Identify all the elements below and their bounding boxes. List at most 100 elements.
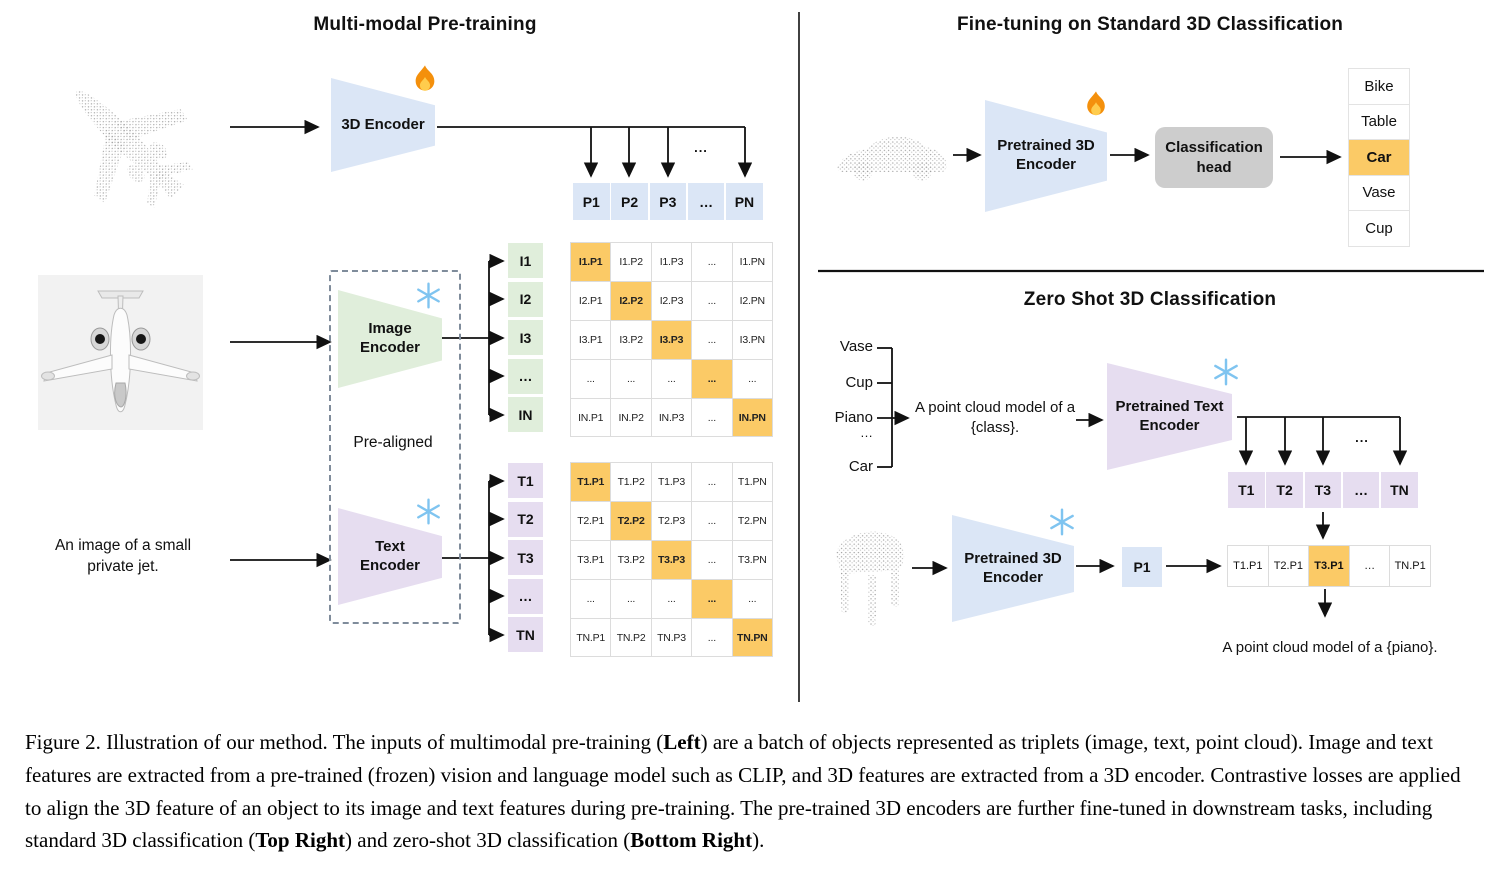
matrix-cell: TN.P2 (611, 618, 651, 657)
matrix-cell: I3.PN (732, 320, 772, 359)
text-similarity-matrix: T1.P1 T1.P2 T1.P3... T1.PN T2.P1 T2.P2 T2.P3..… (570, 462, 773, 658)
snowflake-icon (417, 498, 440, 525)
matrix-cell: I1.PN (732, 243, 772, 281)
zeroshot-class-label: … (860, 425, 873, 440)
matrix-cell: T2.PN (732, 501, 772, 540)
matrix-cell: ... (732, 359, 772, 398)
text-token: T1 (508, 463, 543, 498)
text-token: TN (1381, 472, 1418, 508)
matrix-cell: ... (611, 359, 651, 398)
matrix-cell: ... (692, 359, 732, 398)
p-token-row: P1 P2 P3… PN (573, 183, 763, 220)
image-encoder-label: Image Encoder (359, 320, 420, 356)
zeroshot-class-label: Car (848, 458, 873, 475)
matrix-cell: T1.PN (732, 463, 772, 501)
classification-head-box: Classification head (1155, 127, 1273, 188)
matrix-cell: I1.P2 (611, 243, 651, 281)
matrix-cell: ... (571, 359, 611, 398)
image-token: I1 (508, 243, 543, 278)
matrix-cell: T1.P1 (571, 463, 611, 501)
prompt-template-text: A point cloud model of a {class}. (914, 399, 1076, 437)
matrix-cell: I2.P2 (611, 281, 651, 320)
p-token: PN (726, 183, 763, 220)
image-token: IN (508, 397, 543, 432)
matrix-cell: T3.P3 (651, 540, 692, 579)
caption-text: ). (752, 828, 765, 853)
matrix-cell: IN.P3 (651, 398, 692, 437)
zeroshot-section-title: Zero Shot 3D Classification (1023, 289, 1277, 310)
fan-ellipsis: ... (694, 140, 708, 155)
matrix-cell: ... (692, 398, 732, 437)
class-item: Vase (1349, 175, 1409, 210)
zeroshot-similarity-row: T1.P1 T2.P1 T3.P1… TN.P1 (1227, 545, 1431, 587)
piano-point-cloud (836, 531, 905, 626)
matrix-cell: T3.PN (732, 540, 772, 579)
pretrained-3d-encoder-label: Pretrained 3D Encoder (997, 137, 1095, 173)
p1-token-box: P1 (1122, 547, 1162, 587)
matrix-cell: IN.P1 (571, 398, 611, 437)
matrix-cell: TN.P3 (651, 618, 692, 657)
airplane-point-cloud (75, 90, 193, 208)
image-token: I3 (508, 320, 543, 355)
class-item: Car (1349, 140, 1409, 175)
snowflake-icon (1214, 358, 1238, 386)
text-input-caption: An image of a small private jet. (54, 537, 192, 575)
matrix-cell: T3.P1 (571, 540, 611, 579)
matrix-cell: IN.P2 (611, 398, 651, 437)
pretrained-text-encoder-label: Pretrained Text Encoder (1115, 397, 1224, 434)
matrix-cell: ... (692, 501, 732, 540)
matrix-cell: ... (692, 281, 732, 320)
matrix-cell: I3.P2 (611, 320, 651, 359)
3d-encoder-label: 3D Encoder (341, 115, 425, 133)
fire-icon (1087, 91, 1105, 116)
caption-bold: Top Right (255, 828, 346, 853)
matrix-cell: ... (692, 540, 732, 579)
zeroshot-class-label: Piano (834, 409, 873, 426)
snowflake-icon (417, 282, 440, 309)
matrix-cell: I3.P1 (571, 320, 611, 359)
matrix-cell: ... (692, 579, 732, 618)
similarity-cell: T2.P1 (1268, 546, 1309, 586)
matrix-cell: ... (651, 579, 692, 618)
matrix-cell: T2.P3 (651, 501, 692, 540)
matrix-cell: TN.P1 (571, 618, 611, 657)
zeroshot-class-label: Cup (845, 374, 873, 391)
caption-bold: Left (663, 730, 701, 754)
text-token-column: T1 T2 T3… TN (508, 463, 543, 652)
p-token: P2 (611, 183, 648, 220)
p-token: … (687, 183, 725, 220)
matrix-cell: I1.P1 (571, 243, 611, 281)
class-prediction-list: Bike Table Car Vase Cup (1348, 68, 1410, 247)
pre-aligned-box (329, 270, 461, 624)
zeroshot-text-token-row: T1 T2 T3… TN (1228, 472, 1418, 508)
left-section-title: Multi-modal Pre-training (313, 14, 537, 35)
matrix-cell: TN.PN (732, 618, 772, 657)
p-token: P1 (573, 183, 610, 220)
text-token: TN (508, 617, 543, 652)
matrix-cell: ... (692, 463, 732, 501)
similarity-cell: … (1349, 546, 1390, 586)
text-token: T2 (508, 501, 543, 537)
matrix-cell: IN.PN (732, 398, 772, 437)
class-item: Table (1349, 104, 1409, 139)
matrix-cell: I2.P1 (571, 281, 611, 320)
matrix-cell: ... (571, 579, 611, 618)
matrix-cell: ... (611, 579, 651, 618)
snowflake-icon (1050, 508, 1074, 536)
matrix-cell: I1.P3 (651, 243, 692, 281)
matrix-cell: T2.P1 (571, 501, 611, 540)
similarity-cell: T3.P1 (1309, 546, 1349, 586)
matrix-cell: ... (692, 243, 732, 281)
image-token: I2 (508, 281, 543, 317)
airplane-image (38, 275, 203, 430)
matrix-cell: I2.PN (732, 281, 772, 320)
matrix-cell: I3.P3 (651, 320, 692, 359)
similarity-cell: TN.P1 (1390, 546, 1430, 586)
fan-ellipsis: ... (1355, 430, 1369, 445)
image-token: … (508, 358, 543, 394)
text-token: T3 (1304, 472, 1342, 508)
caption-text: Figure 2. Illustration of our method. Th… (25, 730, 664, 754)
figure-caption: Figure 2. Illustration of our method. Th… (25, 726, 1473, 857)
text-token: … (1342, 472, 1380, 508)
p-token: P3 (649, 183, 687, 220)
